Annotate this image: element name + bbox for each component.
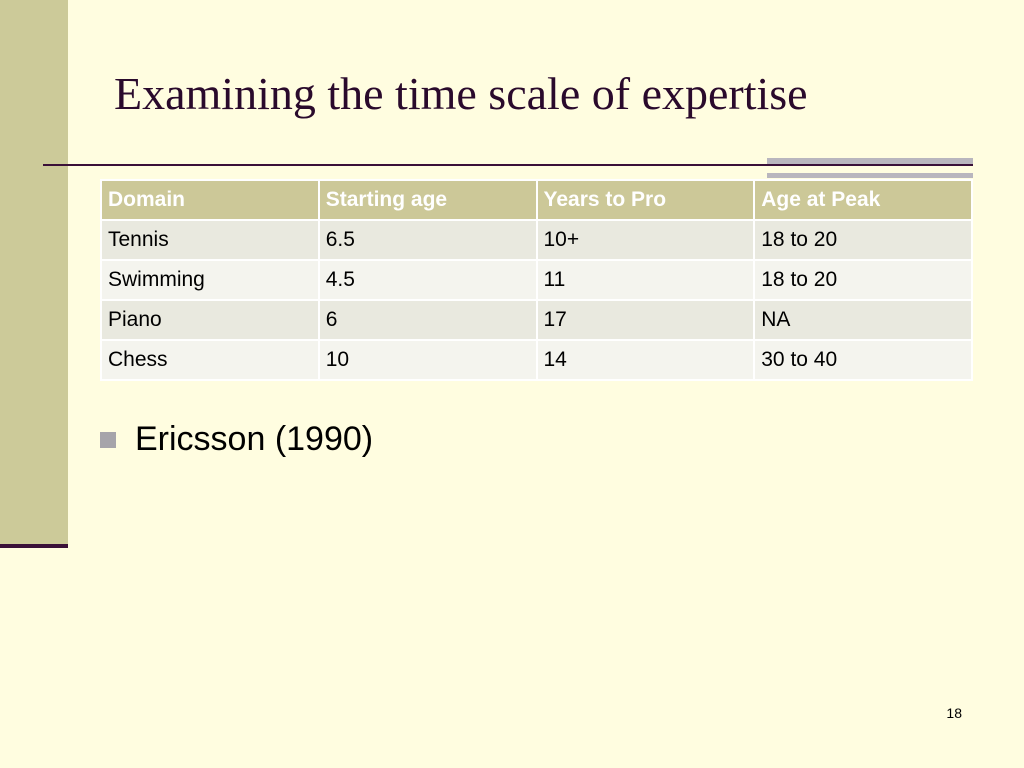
table-cell-age-at-peak: 18 to 20 xyxy=(753,259,973,301)
table-cell-years-to-pro: 17 xyxy=(535,299,756,341)
left-band-underline xyxy=(0,544,68,548)
title-accent-bar xyxy=(767,158,973,164)
table-cell-age-at-peak: 30 to 40 xyxy=(753,339,973,381)
table-cell-starting-age: 6 xyxy=(317,299,538,341)
table-row: Piano 6 17 NA xyxy=(100,299,973,341)
table-cell-domain: Swimming xyxy=(100,259,320,301)
title-divider-line xyxy=(43,164,973,166)
table-cell-domain: Chess xyxy=(100,339,320,381)
table-row: Tennis 6.5 10+ 18 to 20 xyxy=(100,219,973,261)
table-cell-starting-age: 6.5 xyxy=(317,219,538,261)
table-row: Chess 10 14 30 to 40 xyxy=(100,339,973,381)
table-header-row: Domain Starting age Years to Pro Age at … xyxy=(100,179,973,221)
table-cell-domain: Piano xyxy=(100,299,320,341)
left-decorative-band xyxy=(0,0,68,545)
square-bullet-icon xyxy=(100,431,116,448)
table-cell-years-to-pro: 14 xyxy=(535,339,756,381)
table-cell-age-at-peak: NA xyxy=(753,299,973,341)
column-header-starting-age: Starting age xyxy=(317,179,538,221)
bullet-text: Ericsson (1990) xyxy=(135,420,374,458)
expertise-table: Domain Starting age Years to Pro Age at … xyxy=(100,179,973,381)
column-header-age-at-peak: Age at Peak xyxy=(753,179,973,221)
table-row: Swimming 4.5 11 18 to 20 xyxy=(100,259,973,301)
table-cell-years-to-pro: 10+ xyxy=(535,219,756,261)
table-cell-domain: Tennis xyxy=(100,219,320,261)
page-number: 18 xyxy=(946,705,962,721)
table-cell-starting-age: 10 xyxy=(317,339,538,381)
column-header-years-to-pro: Years to Pro xyxy=(535,179,756,221)
bullet-item: Ericsson (1990) xyxy=(100,420,373,459)
column-header-domain: Domain xyxy=(100,179,320,221)
slide-title: Examining the time scale of expertise xyxy=(114,68,808,119)
table-cell-age-at-peak: 18 to 20 xyxy=(753,219,973,261)
table-cell-years-to-pro: 11 xyxy=(535,259,756,301)
table-cell-starting-age: 4.5 xyxy=(317,259,538,301)
title-accent-bar-lower xyxy=(767,173,973,178)
